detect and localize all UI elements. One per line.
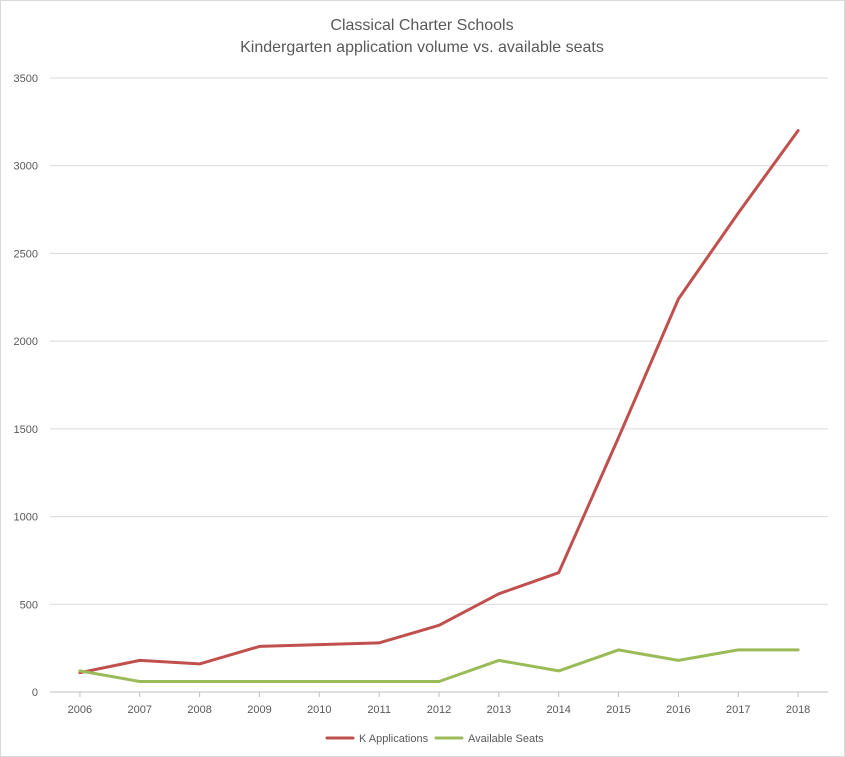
x-tick-label: 2006 [68,704,92,716]
x-tick-label: 2014 [546,704,570,716]
y-tick-label: 3000 [14,161,38,173]
x-tick-label: 2018 [786,704,810,716]
series-lines [78,129,800,683]
x-tick-label: 2016 [666,704,690,716]
y-tick-label: 3500 [14,73,38,85]
x-tick-label: 2012 [427,704,451,716]
y-tick-label: 2500 [14,248,38,260]
x-tick-label: 2007 [128,704,152,716]
legend-label: Available Seats [468,733,544,745]
x-tick-label: 2009 [247,704,271,716]
x-axis-ticks: 2006 2007 2008 2009 2010 2011 2012 2013 2014 2015… [68,692,810,716]
chart-subtitle: Kindergarten application volume vs. avai… [240,39,604,56]
legend: K Applications Available Seats [325,733,544,745]
y-tick-label: 0 [32,687,38,699]
y-tick-label: 2000 [14,336,38,348]
x-tick-label: 2008 [187,704,211,716]
x-tick-label: 2010 [307,704,331,716]
gridlines [50,77,828,693]
y-tick-label: 500 [20,599,38,611]
series-line-available-seats [78,648,800,683]
x-tick-label: 2017 [726,704,750,716]
chart-title: Classical Charter Schools [330,17,513,34]
series-line-k-applications [78,129,800,675]
y-tick-label: 1000 [14,512,38,524]
legend-label: K Applications [359,733,429,745]
y-axis-ticks: 0 500 1000 1500 2000 2500 3000 3500 [14,73,38,699]
x-tick-label: 2011 [367,704,391,716]
x-tick-label: 2013 [487,704,511,716]
y-tick-label: 1500 [14,424,38,436]
x-tick-label: 2015 [606,704,630,716]
